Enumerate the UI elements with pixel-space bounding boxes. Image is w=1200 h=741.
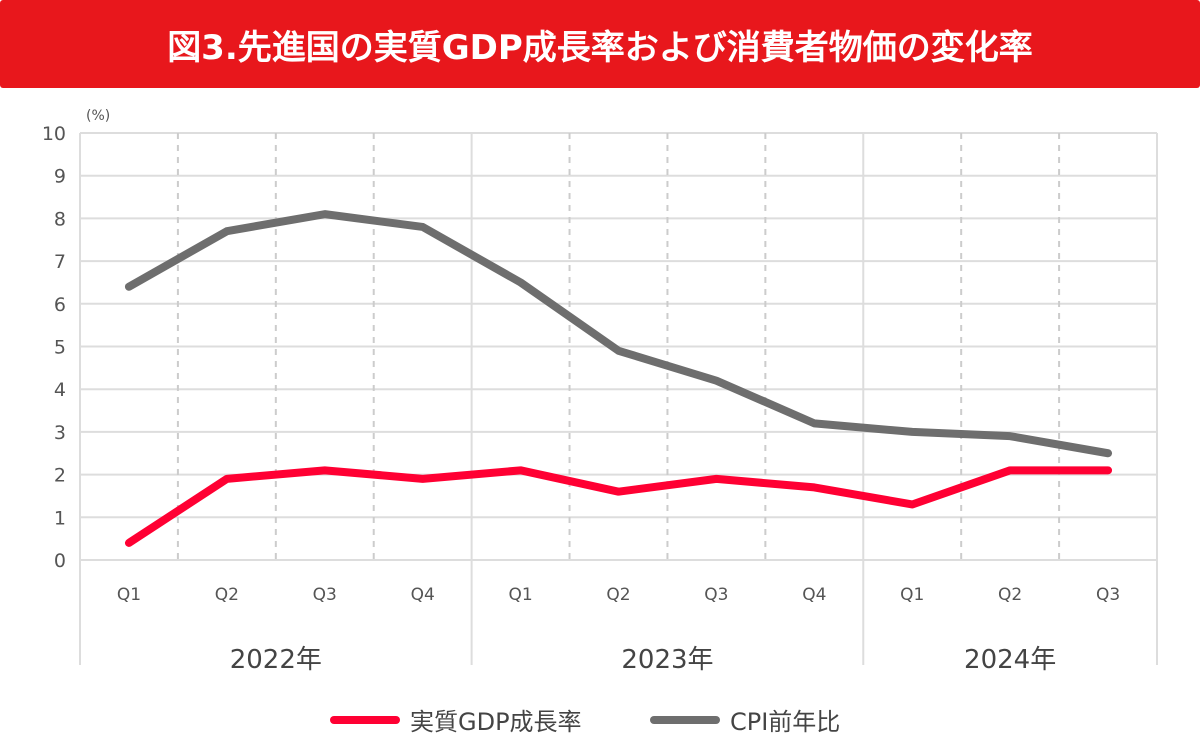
y-axis-unit: (%) <box>86 108 110 124</box>
x-tick-label: Q4 <box>411 585 435 605</box>
x-tick-label: Q2 <box>215 585 239 605</box>
x-tick-label: Q3 <box>1096 585 1120 605</box>
y-tick-label: 5 <box>54 337 66 359</box>
series-line-1 <box>124 210 1113 458</box>
y-tick-label: 8 <box>54 208 66 230</box>
y-tick-label: 10 <box>42 123 66 145</box>
legend-label: CPI前年比 <box>730 708 841 736</box>
legend-item-gdp: 実質GDP成長率 <box>330 702 582 737</box>
y-tick-label: 0 <box>54 550 66 572</box>
x-tick-label: Q1 <box>900 585 924 605</box>
y-tick-label: 7 <box>54 251 66 273</box>
y-tick-label: 3 <box>54 422 66 444</box>
x-tick-label: Q4 <box>802 585 826 605</box>
legend-swatch <box>330 715 400 724</box>
legend-item-cpi: CPI前年比 <box>650 702 840 737</box>
x-tick-label: Q1 <box>117 585 141 605</box>
x-tick-label: Q3 <box>704 585 728 605</box>
group-label: 2023年 <box>621 645 713 675</box>
x-tick-label: Q1 <box>508 585 532 605</box>
chart-title: 図3.先進国の実質GDP成長率および消費者物価の変化率 <box>0 0 1200 88</box>
x-tick-label: Q3 <box>313 585 337 605</box>
group-label: 2024年 <box>964 645 1056 675</box>
legend-swatch <box>650 715 720 724</box>
y-tick-label: 1 <box>54 507 66 529</box>
y-tick-label: 6 <box>54 294 66 316</box>
y-tick-label: 2 <box>54 465 66 487</box>
group-label: 2022年 <box>230 645 322 675</box>
y-tick-label: 4 <box>54 379 66 401</box>
x-tick-label: Q2 <box>998 585 1022 605</box>
x-tick-label: Q2 <box>606 585 630 605</box>
legend-label: 実質GDP成長率 <box>410 708 582 736</box>
y-tick-label: 9 <box>54 166 66 188</box>
